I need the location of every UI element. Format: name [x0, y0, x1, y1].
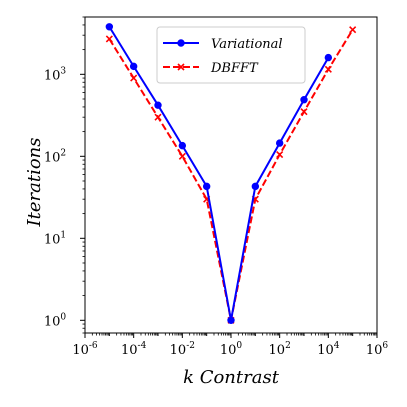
data-point-variational — [154, 101, 162, 109]
x-tick-label: 10-2 — [170, 341, 195, 358]
axes: 10-6 10-4 10-2 100 102 104 106 100 101 102 103 — [44, 16, 389, 358]
legend-frame — [156, 26, 306, 84]
x-marker-stroke — [130, 74, 138, 82]
x-tick-label: 102 — [269, 341, 291, 358]
data-point-variational — [178, 141, 187, 150]
x-marker-stroke — [300, 108, 308, 116]
data-point-variational — [251, 182, 260, 191]
x-marker-stroke — [178, 152, 186, 160]
x-tick-label: 106 — [366, 341, 389, 358]
data-point-variational — [300, 96, 308, 104]
data-point-variational — [275, 139, 284, 147]
legend-marker-variational — [177, 39, 185, 47]
data-point-dbfft — [178, 152, 186, 160]
x-marker-stroke — [154, 113, 162, 121]
x-marker-stroke — [349, 26, 357, 34]
x-tick-label: 10-4 — [121, 341, 147, 358]
data-point-dbfft — [324, 65, 332, 73]
x-axis-label: k Contrast — [183, 367, 280, 388]
series-variational — [105, 23, 333, 324]
x-marker-stroke — [276, 151, 284, 159]
y-tick-label: 102 — [44, 148, 66, 165]
legend: Variational DBFFT — [156, 26, 306, 84]
data-point-dbfft — [154, 113, 162, 121]
y-tick-label: 103 — [44, 66, 67, 83]
legend-marker-dbfft — [177, 63, 185, 71]
x-tick-label: 104 — [317, 341, 340, 358]
x-tick-label: 10-6 — [72, 341, 98, 358]
series-line-variational — [108, 26, 330, 321]
data-point-dbfft — [105, 35, 113, 43]
legend-label-dbfft: DBFFT — [210, 61, 259, 76]
series-layer — [105, 23, 357, 324]
data-point-dbfft — [276, 151, 284, 159]
data-point-dbfft — [130, 74, 138, 82]
x-tick-label: 100 — [220, 341, 243, 358]
data-point-dbfft — [349, 26, 357, 34]
data-point-variational — [129, 62, 138, 71]
data-point-variational — [105, 23, 114, 31]
y-tick-label: 101 — [44, 230, 66, 247]
x-marker-stroke — [177, 63, 185, 71]
x-marker-stroke — [324, 65, 332, 73]
y-axis-label: Iterations — [24, 138, 45, 228]
y-tick-label: 100 — [44, 312, 67, 329]
data-point-dbfft — [300, 108, 308, 116]
data-point-variational — [324, 53, 333, 62]
legend-label-variational: Variational — [211, 37, 283, 52]
data-point-variational — [227, 316, 235, 324]
x-marker-stroke — [105, 35, 113, 43]
data-point-variational — [202, 182, 211, 191]
